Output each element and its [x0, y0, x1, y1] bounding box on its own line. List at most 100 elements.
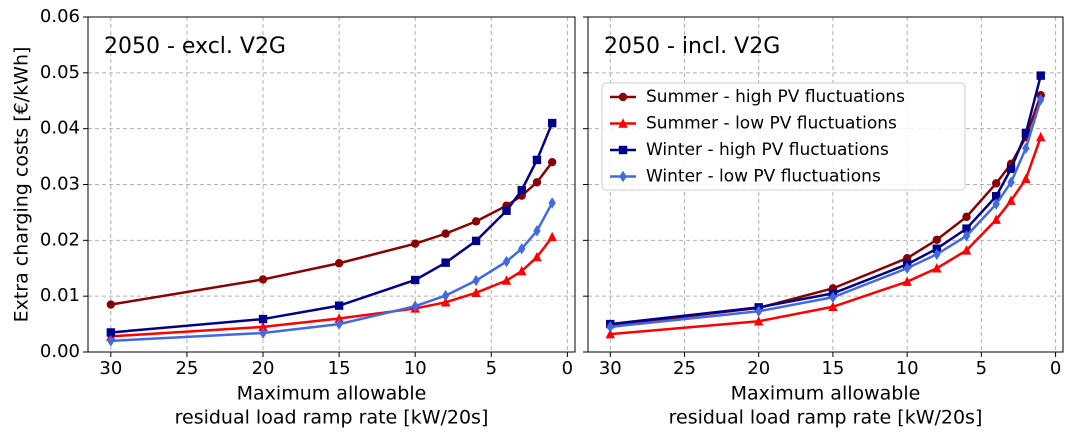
marker — [107, 335, 115, 347]
x-tick-label: 5 — [486, 358, 497, 379]
x-tick-label: 0 — [1050, 358, 1061, 379]
marker — [258, 314, 268, 324]
x-tick-label: 15 — [821, 358, 844, 379]
series-line — [110, 236, 554, 338]
series-line — [110, 122, 554, 334]
marker — [1021, 128, 1031, 138]
marker — [1006, 195, 1016, 205]
legend-label: Summer - high PV fluctuations — [646, 87, 905, 107]
marker — [605, 328, 615, 339]
marker — [501, 275, 512, 285]
plot-frame — [587, 16, 1064, 353]
marker — [933, 248, 941, 260]
x-tick-label: 5 — [976, 358, 987, 379]
x-axis-label: Maximum allowable — [237, 383, 427, 405]
x-axis-label: Maximum allowable — [731, 383, 921, 405]
marker — [619, 170, 627, 183]
series-line — [610, 99, 1042, 329]
marker — [532, 178, 542, 187]
x-axis-label: residual load ramp rate [kW/20s] — [669, 407, 983, 429]
marker — [1022, 142, 1030, 154]
y-tick-label: 0.00 — [40, 341, 80, 362]
legend-label: Winter - low PV fluctuations — [646, 167, 881, 187]
y-tick-label: 0.05 — [40, 62, 80, 83]
marker — [755, 305, 763, 317]
panel-title: 2050 - excl. V2G — [104, 34, 286, 59]
marker — [828, 301, 838, 311]
marker — [106, 300, 116, 309]
marker — [472, 274, 480, 287]
marker — [334, 259, 344, 268]
marker — [440, 297, 451, 307]
x-tick-label: 30 — [99, 358, 122, 379]
marker — [1007, 176, 1015, 188]
x-tick-label: 25 — [673, 358, 696, 379]
marker — [471, 217, 481, 226]
marker — [962, 224, 971, 233]
y-tick-label: 0.02 — [40, 229, 80, 250]
marker — [548, 197, 556, 209]
marker — [533, 225, 541, 237]
marker — [1006, 164, 1016, 174]
marker — [992, 179, 1001, 188]
marker — [1036, 71, 1045, 80]
marker — [618, 92, 628, 102]
marker — [334, 313, 344, 323]
marker — [903, 262, 911, 274]
x-tick-label: 25 — [175, 358, 198, 379]
x-tick-label: 15 — [328, 358, 351, 379]
marker — [518, 243, 526, 255]
marker — [532, 251, 542, 262]
marker — [1037, 93, 1045, 106]
series-line — [110, 202, 554, 343]
marker — [532, 155, 542, 165]
legend-label: Winter - high PV fluctuations — [646, 140, 889, 160]
x-tick-label: 30 — [599, 358, 622, 379]
marker — [991, 214, 1001, 224]
marker — [441, 258, 450, 267]
marker — [441, 229, 450, 238]
x-tick-label: 10 — [896, 358, 919, 379]
marker — [411, 275, 420, 285]
marker — [902, 276, 912, 286]
x-tick-label: 20 — [252, 358, 275, 379]
y-tick-label: 0.06 — [40, 6, 80, 27]
series-line — [610, 75, 1042, 326]
marker — [106, 328, 116, 337]
series-line — [610, 136, 1042, 336]
marker — [829, 291, 837, 303]
y-tick-label: 0.04 — [40, 118, 80, 139]
marker — [992, 198, 1000, 210]
marker — [411, 239, 420, 248]
x-tick-label: 20 — [747, 358, 770, 379]
x-tick-label: 10 — [404, 358, 427, 379]
x-axis-label: residual load ramp rate [kW/20s] — [175, 407, 489, 429]
marker — [961, 245, 972, 255]
y-axis-label: Extra charging costs [€/kWh] — [11, 47, 33, 323]
legend-box — [601, 82, 966, 191]
y-tick-label: 0.01 — [40, 285, 80, 306]
marker — [517, 185, 526, 195]
marker — [962, 230, 971, 242]
marker — [992, 192, 1001, 201]
marker — [932, 235, 942, 244]
marker — [411, 300, 419, 312]
marker — [1021, 173, 1031, 184]
marker — [258, 275, 268, 284]
x-tick-label: 0 — [562, 358, 573, 379]
marker — [471, 287, 481, 298]
plot-frame — [87, 16, 576, 353]
marker — [618, 145, 628, 155]
marker — [754, 316, 764, 326]
y-tick-label: 0.03 — [40, 174, 80, 195]
panel-title: 2050 - incl. V2G — [604, 34, 780, 59]
marker — [618, 118, 628, 128]
marker — [335, 318, 343, 330]
marker — [962, 212, 971, 222]
marker — [606, 321, 614, 333]
marker — [441, 289, 450, 302]
marker — [258, 321, 268, 332]
legend-label: Summer - low PV fluctuations — [646, 114, 897, 134]
marker — [502, 206, 511, 215]
